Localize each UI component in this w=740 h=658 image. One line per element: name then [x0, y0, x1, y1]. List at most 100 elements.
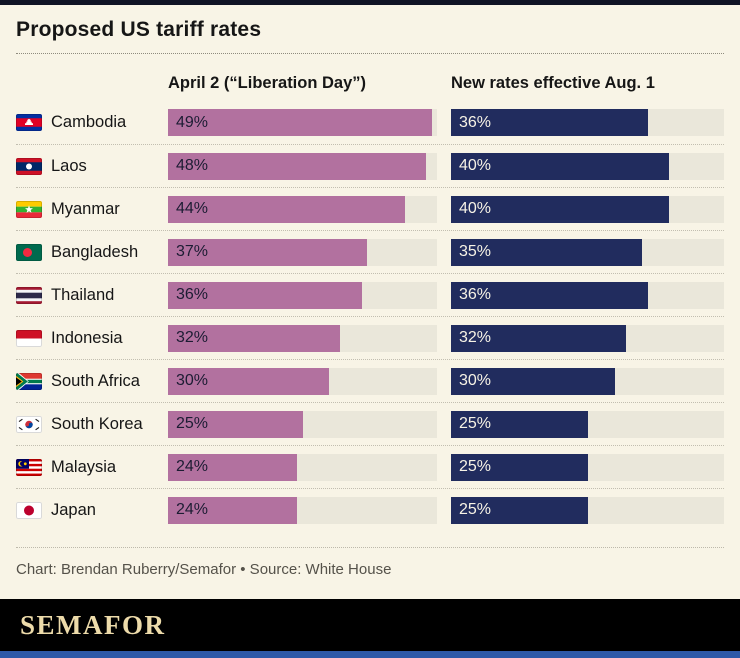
top-accent-bar: [0, 0, 740, 5]
bar-value-label: 36%: [459, 286, 492, 303]
bar-cell-aug1: 40%: [451, 195, 724, 223]
laos-flag-icon: [16, 157, 42, 175]
bar-track: 40%: [451, 152, 724, 180]
bar-fill-april2: 24%: [168, 496, 298, 524]
country-cell: South Korea: [16, 415, 168, 434]
bar-track: 25%: [451, 453, 724, 481]
bar-fill-aug1: 36%: [451, 281, 648, 309]
cambodia-flag-icon: [16, 114, 42, 131]
semafor-logo-banner: SEMAFOR: [0, 599, 740, 651]
bar-fill-april2: 48%: [168, 152, 427, 180]
column-header-row: April 2 (“Liberation Day”) New rates eff…: [16, 54, 724, 101]
bar-cell-april2: 25%: [168, 410, 437, 438]
country-label: South Korea: [51, 414, 143, 433]
table-row: Cambodia 49% 36%: [16, 101, 724, 144]
bar-value-label: 35%: [459, 243, 492, 260]
bar-track: 25%: [451, 410, 724, 438]
country-cell: Bangladesh: [16, 243, 168, 262]
bangladesh-flag-icon: [16, 243, 42, 261]
chart-rows: Cambodia 49% 36%: [16, 101, 724, 531]
bar-value-label: 44%: [176, 200, 209, 217]
bar-value-label: 40%: [459, 157, 492, 174]
country-label: Myanmar: [51, 199, 120, 218]
myanmar-flag-icon: [16, 200, 42, 218]
bar-fill-april2: 25%: [168, 410, 303, 438]
bar-cell-april2: 44%: [168, 195, 437, 223]
bar-cell-april2: 36%: [168, 281, 437, 309]
country-cell: Japan: [16, 501, 168, 520]
country-cell: Laos: [16, 157, 168, 176]
bar-value-label: 30%: [176, 372, 209, 389]
country-cell: Thailand: [16, 286, 168, 305]
malaysia-flag-icon: [16, 458, 42, 476]
country-cell: South Africa: [16, 372, 168, 391]
bar-fill-aug1: 40%: [451, 152, 670, 180]
bar-track: 30%: [451, 367, 724, 395]
bar-track: 25%: [451, 496, 724, 524]
bar-track: 30%: [168, 367, 437, 395]
bar-value-label: 25%: [176, 415, 209, 432]
title-separator: [16, 53, 724, 54]
bar-value-label: 30%: [459, 372, 492, 389]
chart-content: Proposed US tariff rates April 2 (“Liber…: [0, 5, 740, 599]
bar-cell-aug1: 30%: [451, 367, 724, 395]
bar-cell-april2: 24%: [168, 453, 437, 481]
bar-fill-aug1: 25%: [451, 453, 588, 481]
bar-fill-aug1: 25%: [451, 410, 588, 438]
credit-line: Chart: Brendan Ruberry/Semafor • Source:…: [16, 561, 392, 578]
bar-fill-april2: 24%: [168, 453, 298, 481]
bar-fill-april2: 49%: [168, 109, 432, 136]
bar-fill-aug1: 36%: [451, 109, 648, 136]
bar-track: 24%: [168, 496, 437, 524]
bar-track: 44%: [168, 195, 437, 223]
table-row: Myanmar 44% 40%: [16, 187, 724, 230]
bar-fill-april2: 36%: [168, 281, 362, 309]
bar-cell-aug1: 25%: [451, 410, 724, 438]
bar-cell-april2: 24%: [168, 496, 437, 524]
bar-cell-aug1: 40%: [451, 152, 724, 180]
footer-separator: [16, 547, 724, 548]
country-cell: Myanmar: [16, 200, 168, 219]
south-korea-flag-icon: [16, 415, 42, 433]
country-label: Cambodia: [51, 113, 127, 131]
indonesia-flag-icon: [16, 329, 42, 347]
bar-fill-aug1: 32%: [451, 324, 626, 352]
page-title: Proposed US tariff rates: [16, 18, 262, 41]
bar-value-label: 32%: [176, 329, 209, 346]
table-row: Japan 24% 25%: [16, 488, 724, 531]
bar-fill-april2: 30%: [168, 367, 330, 395]
country-label: Thailand: [51, 285, 115, 304]
bar-value-label: 25%: [459, 458, 492, 475]
bar-value-label: 37%: [176, 243, 209, 260]
bar-value-label: 24%: [176, 458, 209, 475]
country-label: Indonesia: [51, 328, 123, 347]
bar-track: 48%: [168, 152, 437, 180]
bar-track: 36%: [451, 281, 724, 309]
bar-value-label: 36%: [459, 113, 492, 131]
bar-cell-aug1: 35%: [451, 238, 724, 266]
bar-cell-aug1: 25%: [451, 453, 724, 481]
bar-track: 49%: [168, 109, 437, 136]
table-row: Malaysia 24% 25%: [16, 445, 724, 488]
bar-cell-aug1: 36%: [451, 281, 724, 309]
bar-cell-april2: 30%: [168, 367, 437, 395]
bar-track: 36%: [451, 109, 724, 136]
bar-value-label: 32%: [459, 329, 492, 346]
bar-track: 35%: [451, 238, 724, 266]
bar-value-label: 25%: [459, 501, 492, 518]
bottom-accent-bar: [0, 651, 740, 658]
bar-value-label: 36%: [176, 286, 209, 303]
table-row: South Korea 25% 25%: [16, 402, 724, 445]
semafor-wordmark: SEMAFOR: [20, 609, 166, 640]
bar-track: 32%: [168, 324, 437, 352]
column-header-april2: April 2 (“Liberation Day”): [168, 74, 367, 92]
column-header-aug1: New rates effective Aug. 1: [451, 74, 655, 92]
table-row: Indonesia 32% 32%: [16, 316, 724, 359]
bar-value-label: 24%: [176, 501, 209, 518]
bar-value-label: 40%: [459, 200, 492, 217]
country-label: Bangladesh: [51, 242, 139, 261]
table-row: South Africa 30% 30%: [16, 359, 724, 402]
bar-cell-aug1: 32%: [451, 324, 724, 352]
bar-value-label: 48%: [176, 157, 209, 174]
bar-value-label: 25%: [459, 415, 492, 432]
